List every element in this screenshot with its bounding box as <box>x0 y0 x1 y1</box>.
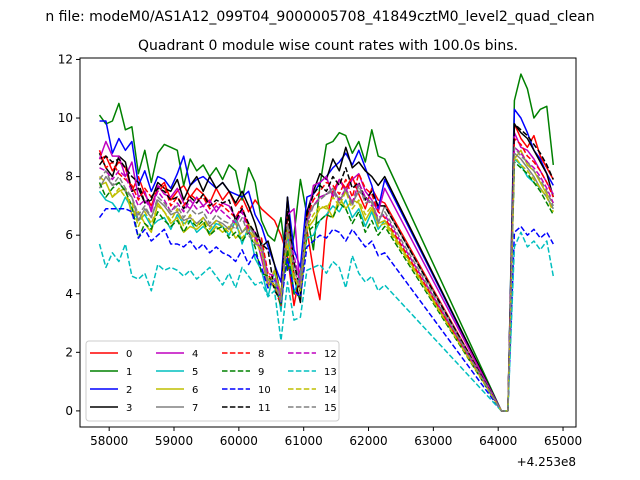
y-tick-label: 2 <box>65 345 73 359</box>
x-offset-label: +4.253e8 <box>517 455 576 469</box>
legend-label-3: 3 <box>126 403 132 414</box>
series-line-2 <box>99 108 554 412</box>
y-tick-label: 8 <box>65 170 73 184</box>
series-line-12 <box>99 146 554 412</box>
legend-label-12: 12 <box>324 349 337 360</box>
legend-label-9: 9 <box>258 367 264 378</box>
legend-label-1: 1 <box>126 367 132 378</box>
legend-label-5: 5 <box>192 367 198 378</box>
legend-label-6: 6 <box>192 385 198 396</box>
series-line-3 <box>98 123 555 412</box>
x-tick-label: 59000 <box>155 434 193 448</box>
legend-box <box>85 340 340 422</box>
figure-suptitle: n file: modeM0/AS1A12_099T04_9000005708_… <box>45 9 594 25</box>
y-tick-label: 0 <box>65 404 73 418</box>
legend-label-4: 4 <box>192 349 198 360</box>
y-axis: 0 2 4 6 8 10 12 <box>58 52 80 418</box>
x-tick-label: 65000 <box>544 434 582 448</box>
x-tick-label: 61000 <box>285 434 323 448</box>
y-tick-label: 6 <box>65 228 73 242</box>
series-lines <box>98 73 555 412</box>
legend-label-14: 14 <box>324 385 337 396</box>
legend-label-15: 15 <box>324 403 337 414</box>
series-line-15 <box>98 146 554 412</box>
x-tick-label: 62000 <box>349 434 387 448</box>
x-tick-label: 60000 <box>220 434 258 448</box>
series-line-10 <box>98 208 554 412</box>
legend-label-2: 2 <box>126 385 132 396</box>
series-line-14 <box>98 155 554 412</box>
legend-label-11: 11 <box>258 403 271 414</box>
chart-title: Quadrant 0 module wise count rates with … <box>138 38 518 54</box>
legend-label-8: 8 <box>258 349 264 360</box>
x-tick-label: 64000 <box>479 434 517 448</box>
y-tick-label: 10 <box>58 111 73 125</box>
series-line-13 <box>98 231 555 412</box>
x-axis: 58000 59000 60000 61000 62000 63000 64000 65000 <box>90 427 582 448</box>
y-tick-label: 4 <box>65 287 73 301</box>
x-tick-label: 58000 <box>90 434 128 448</box>
series-line-1 <box>98 73 555 412</box>
y-tick-label: 12 <box>58 52 73 66</box>
plot-frame <box>79 57 577 428</box>
legend-label-7: 7 <box>192 403 198 414</box>
x-tick-label: 63000 <box>414 434 452 448</box>
legend-label-13: 13 <box>324 367 337 378</box>
legend-label-0: 0 <box>126 349 132 360</box>
legend-label-10: 10 <box>258 385 271 396</box>
series-line-11 <box>98 123 554 412</box>
